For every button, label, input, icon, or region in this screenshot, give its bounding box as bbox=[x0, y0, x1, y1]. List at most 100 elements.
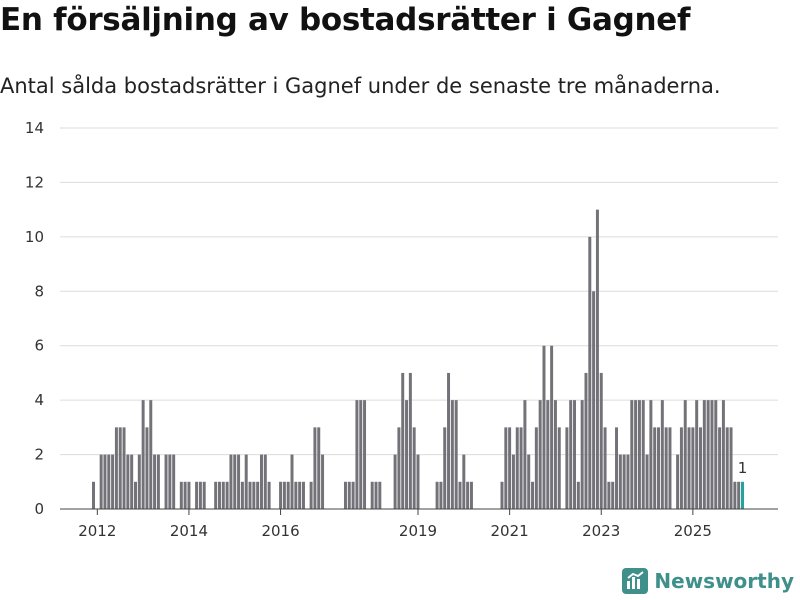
x-tick-label: 2012 bbox=[78, 522, 116, 540]
bar bbox=[393, 454, 397, 509]
bar bbox=[531, 481, 535, 509]
bar bbox=[710, 400, 714, 509]
bar bbox=[439, 481, 443, 509]
bar bbox=[279, 481, 283, 509]
bar bbox=[718, 427, 722, 509]
bar bbox=[443, 427, 447, 509]
bar bbox=[237, 454, 241, 509]
bar bbox=[214, 481, 218, 509]
bar bbox=[584, 372, 588, 509]
bar bbox=[683, 400, 687, 509]
x-tick-label: 2023 bbox=[582, 522, 620, 540]
bar bbox=[725, 427, 729, 509]
bar bbox=[99, 454, 103, 509]
bar bbox=[595, 209, 599, 509]
bar bbox=[607, 481, 611, 509]
bar bbox=[240, 481, 244, 509]
bar bbox=[546, 400, 550, 509]
bar bbox=[233, 454, 237, 509]
bar bbox=[252, 481, 256, 509]
bar bbox=[737, 481, 741, 509]
bar bbox=[615, 427, 619, 509]
bar bbox=[378, 481, 382, 509]
bar bbox=[282, 481, 286, 509]
bar bbox=[649, 400, 653, 509]
bar bbox=[657, 427, 660, 509]
newsworthy-logo-icon bbox=[622, 568, 649, 594]
bar bbox=[408, 372, 412, 509]
bar bbox=[603, 427, 607, 509]
bar bbox=[462, 454, 466, 509]
bar bbox=[412, 427, 416, 509]
chart-subtitle: Antal sålda bostadsrätter i Gagnef under… bbox=[0, 74, 721, 98]
bar bbox=[183, 481, 187, 509]
bar bbox=[729, 427, 733, 509]
x-tick-label: 2021 bbox=[491, 522, 529, 540]
bar bbox=[405, 400, 409, 509]
y-tick-label: 0 bbox=[34, 500, 44, 518]
bar bbox=[92, 481, 95, 509]
y-tick-label: 14 bbox=[25, 119, 44, 137]
bar bbox=[149, 400, 153, 509]
bar bbox=[466, 481, 470, 509]
bar bbox=[343, 481, 347, 509]
bar bbox=[313, 427, 317, 509]
bar bbox=[458, 481, 462, 509]
bar bbox=[588, 236, 592, 510]
bar bbox=[416, 454, 420, 509]
bar bbox=[687, 427, 691, 509]
bar bbox=[317, 427, 321, 509]
bar bbox=[122, 427, 126, 509]
bar bbox=[290, 454, 294, 509]
bar bbox=[641, 400, 645, 509]
bar bbox=[553, 400, 557, 509]
bar bbox=[576, 481, 580, 509]
bar bbox=[435, 481, 439, 509]
bar bbox=[229, 454, 233, 509]
bar bbox=[611, 481, 615, 509]
bar bbox=[618, 454, 622, 509]
bar bbox=[195, 481, 199, 509]
bar bbox=[286, 481, 290, 509]
y-tick-label: 2 bbox=[34, 446, 44, 464]
bar bbox=[527, 454, 531, 509]
bar bbox=[179, 481, 183, 509]
bar bbox=[359, 400, 363, 509]
bar bbox=[691, 427, 695, 509]
bar bbox=[668, 427, 672, 509]
latest-value-label: 1 bbox=[738, 459, 748, 477]
bar bbox=[626, 454, 630, 509]
bar bbox=[198, 481, 202, 509]
bar bbox=[164, 454, 168, 509]
bar bbox=[397, 427, 401, 509]
bar bbox=[294, 481, 298, 509]
bar bbox=[103, 454, 107, 509]
bar bbox=[130, 454, 134, 509]
bar bbox=[592, 291, 596, 509]
chart-title: En försäljning av bostadsrätter i Gagnef bbox=[0, 2, 691, 38]
bar bbox=[107, 454, 111, 509]
bar-chart: 0 2 4 6 8 10 12 14 1 2012 2014 2016 2019 2021 2023 2025 bbox=[25, 119, 778, 540]
bar bbox=[695, 400, 699, 509]
bar bbox=[515, 427, 519, 509]
newsworthy-logo[interactable]: Newsworthy bbox=[622, 568, 794, 594]
bar bbox=[321, 454, 325, 509]
bar bbox=[511, 454, 515, 509]
bar bbox=[550, 345, 554, 509]
bar bbox=[126, 454, 130, 509]
bar bbox=[523, 400, 527, 509]
bar bbox=[702, 400, 706, 509]
bar bbox=[542, 345, 546, 509]
bar bbox=[259, 454, 263, 509]
bar bbox=[374, 481, 378, 509]
bar bbox=[504, 427, 508, 509]
bar bbox=[145, 427, 149, 509]
bar bbox=[500, 481, 504, 509]
bar bbox=[447, 372, 451, 509]
bar bbox=[118, 427, 122, 509]
bar bbox=[355, 400, 359, 509]
bar bbox=[263, 454, 267, 509]
bar bbox=[134, 481, 137, 509]
bar bbox=[557, 427, 561, 509]
bar bbox=[660, 400, 664, 509]
